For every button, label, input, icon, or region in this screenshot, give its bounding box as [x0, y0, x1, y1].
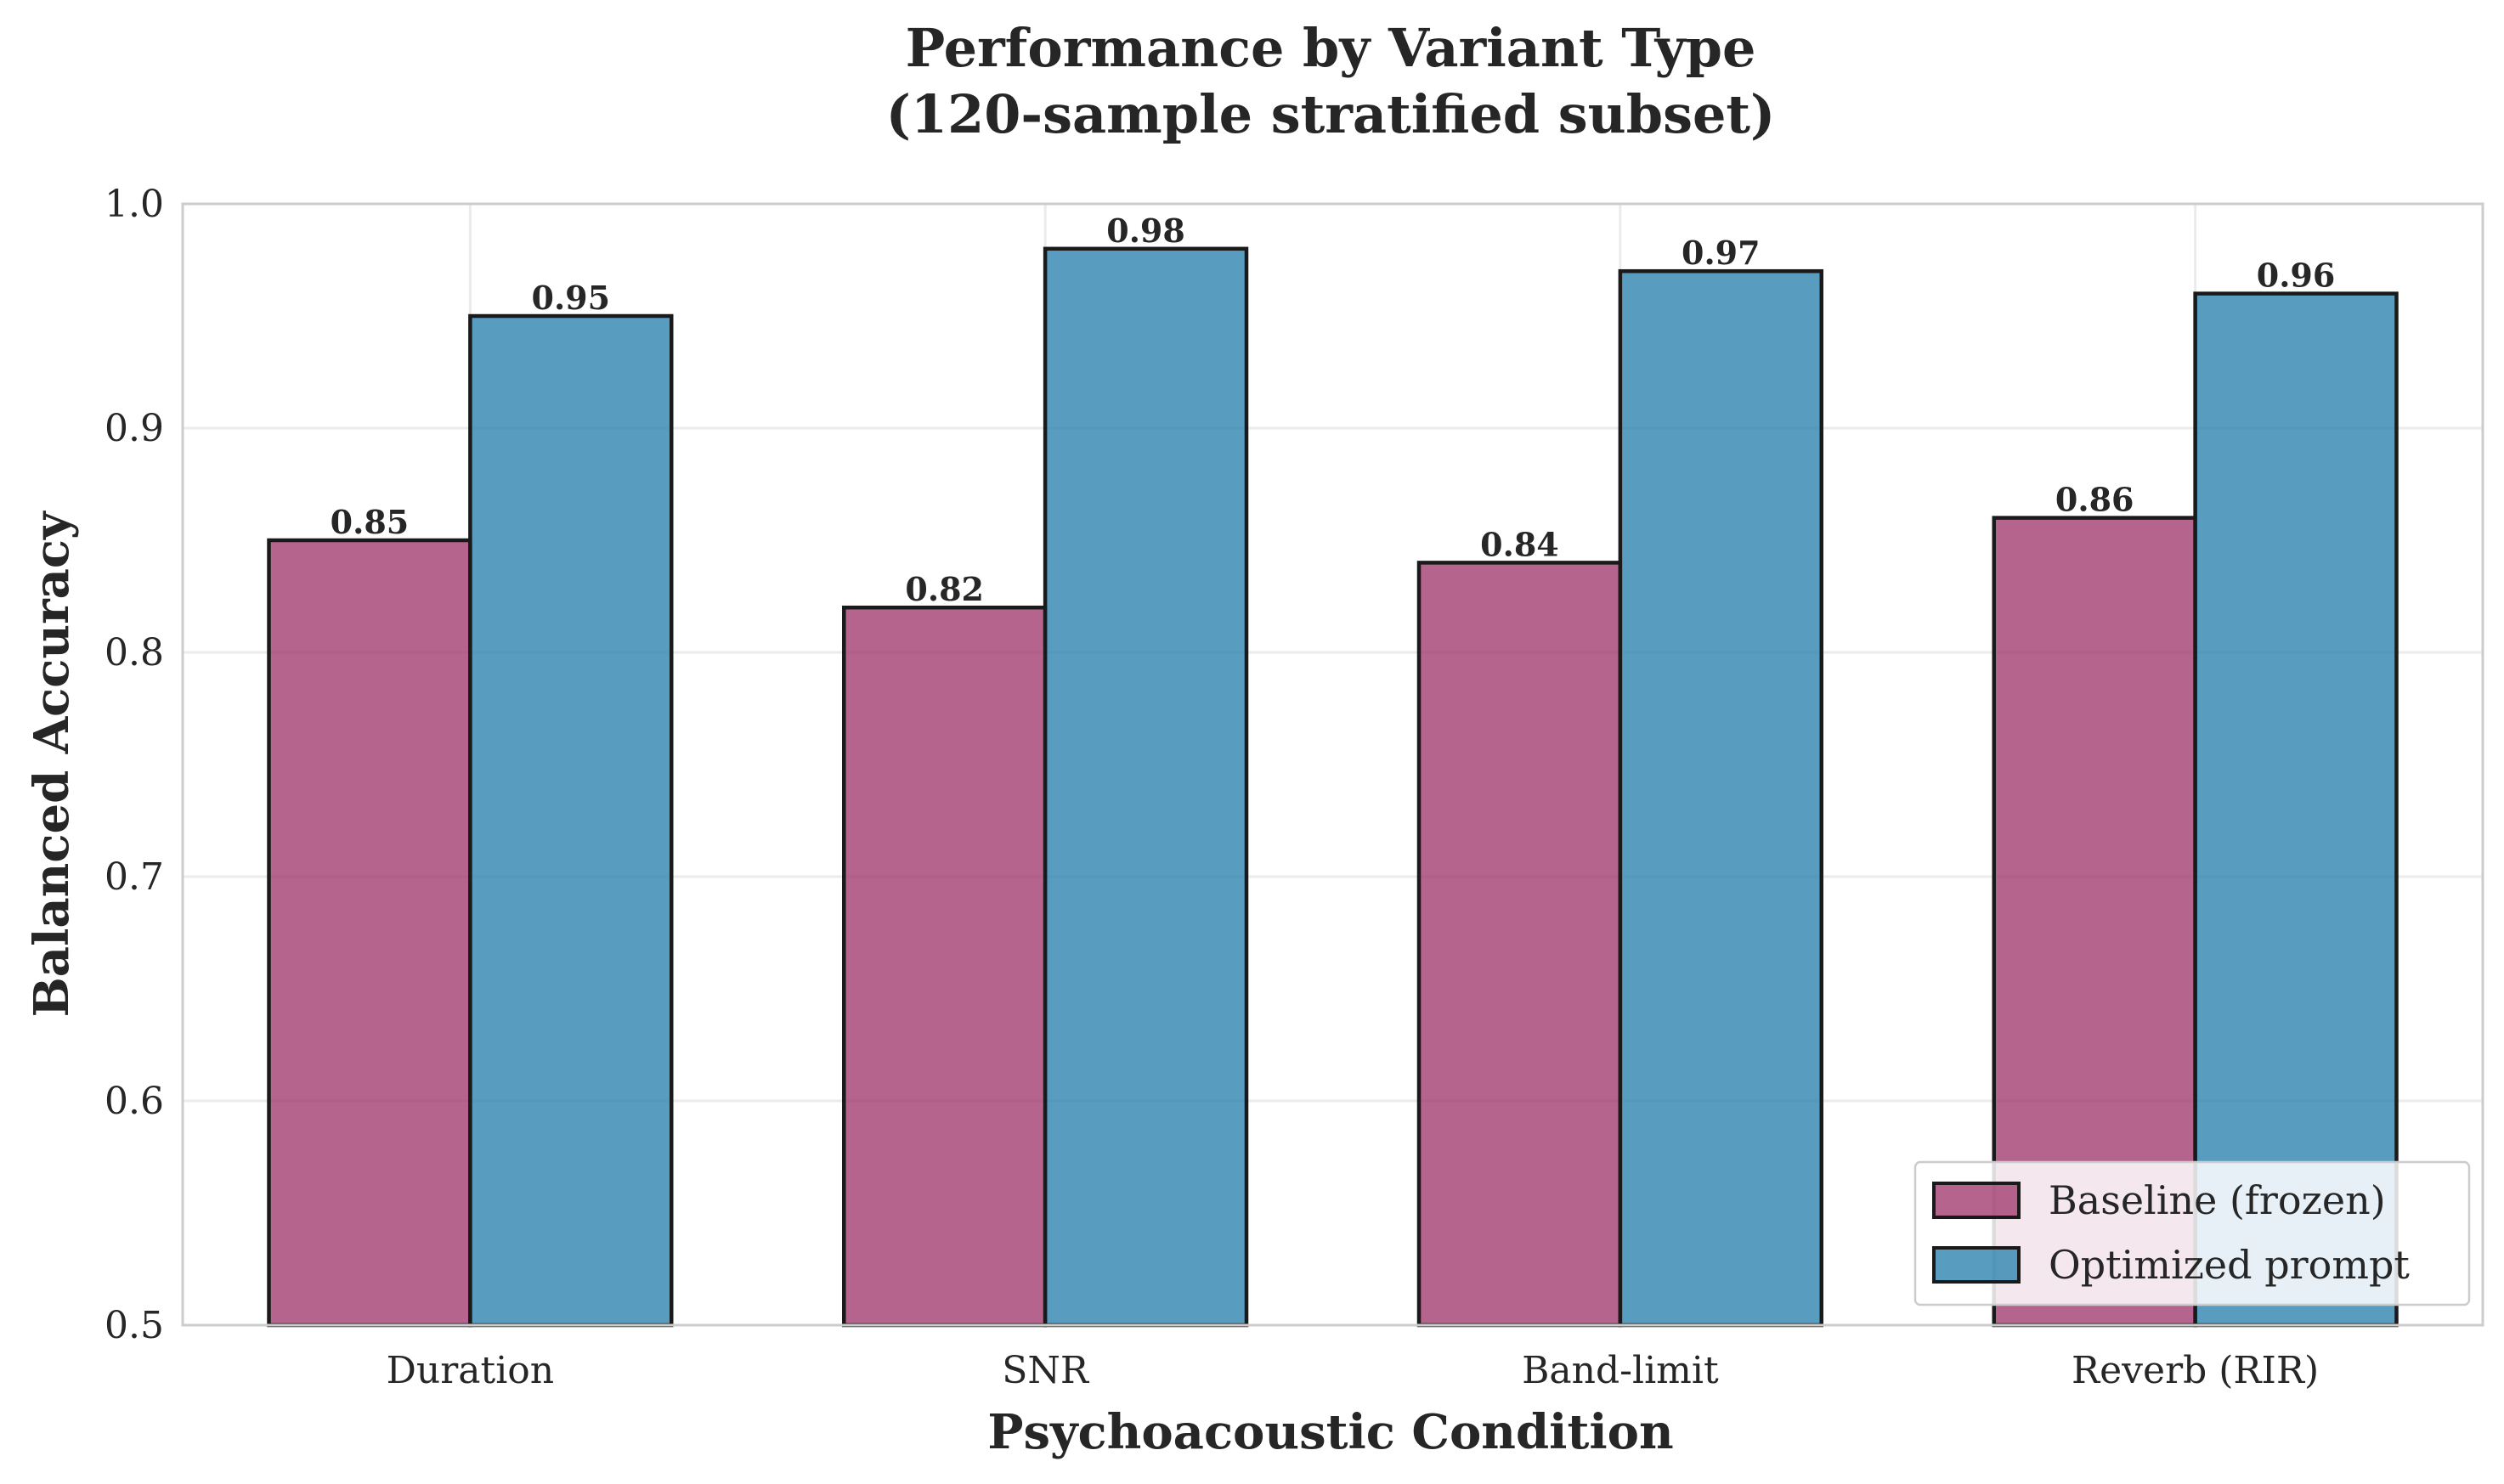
y-tick-label: 0.8 [105, 631, 164, 674]
bar-value-label: 0.86 [2055, 481, 2134, 519]
legend-entry-label: Optimized prompt [2049, 1242, 2410, 1288]
plot-frame [181, 202, 2484, 1327]
x-axis-label: Psychoacoustic Condition [987, 1404, 1673, 1460]
bar-value-label: 0.85 [331, 503, 410, 541]
axes: 0.5 0.6 0.7 0.8 0.9 1.0 Duration SNR Band-limit R… [105, 183, 2484, 1392]
chart-title-line-1: Performance by Variant Type [906, 17, 1756, 79]
x-tick-label: SNR [1002, 1349, 1090, 1392]
bar-value-label: 0.98 [1106, 212, 1185, 250]
legend-swatch [1932, 1182, 2021, 1219]
y-tick-label: 0.5 [105, 1304, 164, 1347]
bar-baseline [842, 605, 1048, 1328]
bar-baseline [267, 538, 472, 1328]
chart-title-line-2: (120-sample stratified subset) [886, 83, 1776, 145]
value-labels: 0.85 0.82 0.84 0.86 0.95 0.98 0.97 0.96 [331, 212, 2336, 608]
bar-baseline [1416, 561, 1623, 1328]
y-tick-label: 0.9 [105, 407, 164, 450]
y-axis-label: Balanced Accuracy [24, 511, 80, 1018]
bar-value-label: 0.82 [905, 570, 984, 608]
bar-optimized [2193, 291, 2399, 1328]
y-tick-label: 0.6 [105, 1080, 164, 1123]
x-tick-label: Band-limit [1522, 1349, 1719, 1392]
x-tick-label: Reverb (RIR) [2072, 1349, 2319, 1392]
bar-optimized [1043, 246, 1249, 1328]
legend-swatch [1932, 1246, 2021, 1284]
bar-value-label: 0.95 [532, 279, 611, 317]
legend-entry-label: Baseline (frozen) [2049, 1177, 2386, 1223]
y-tick-label: 1.0 [105, 183, 164, 226]
legend: Baseline (frozen) Optimized prompt [1913, 1160, 2471, 1306]
bar-optimized [1618, 268, 1823, 1328]
bar-value-label: 0.97 [1682, 234, 1761, 272]
y-tick-label: 0.7 [105, 855, 164, 899]
legend-box [1913, 1160, 2471, 1306]
bar-value-label: 0.84 [1480, 525, 1559, 563]
bar-optimized [468, 313, 674, 1328]
bar-value-label: 0.96 [2257, 257, 2336, 295]
x-tick-label: Duration [387, 1349, 554, 1392]
